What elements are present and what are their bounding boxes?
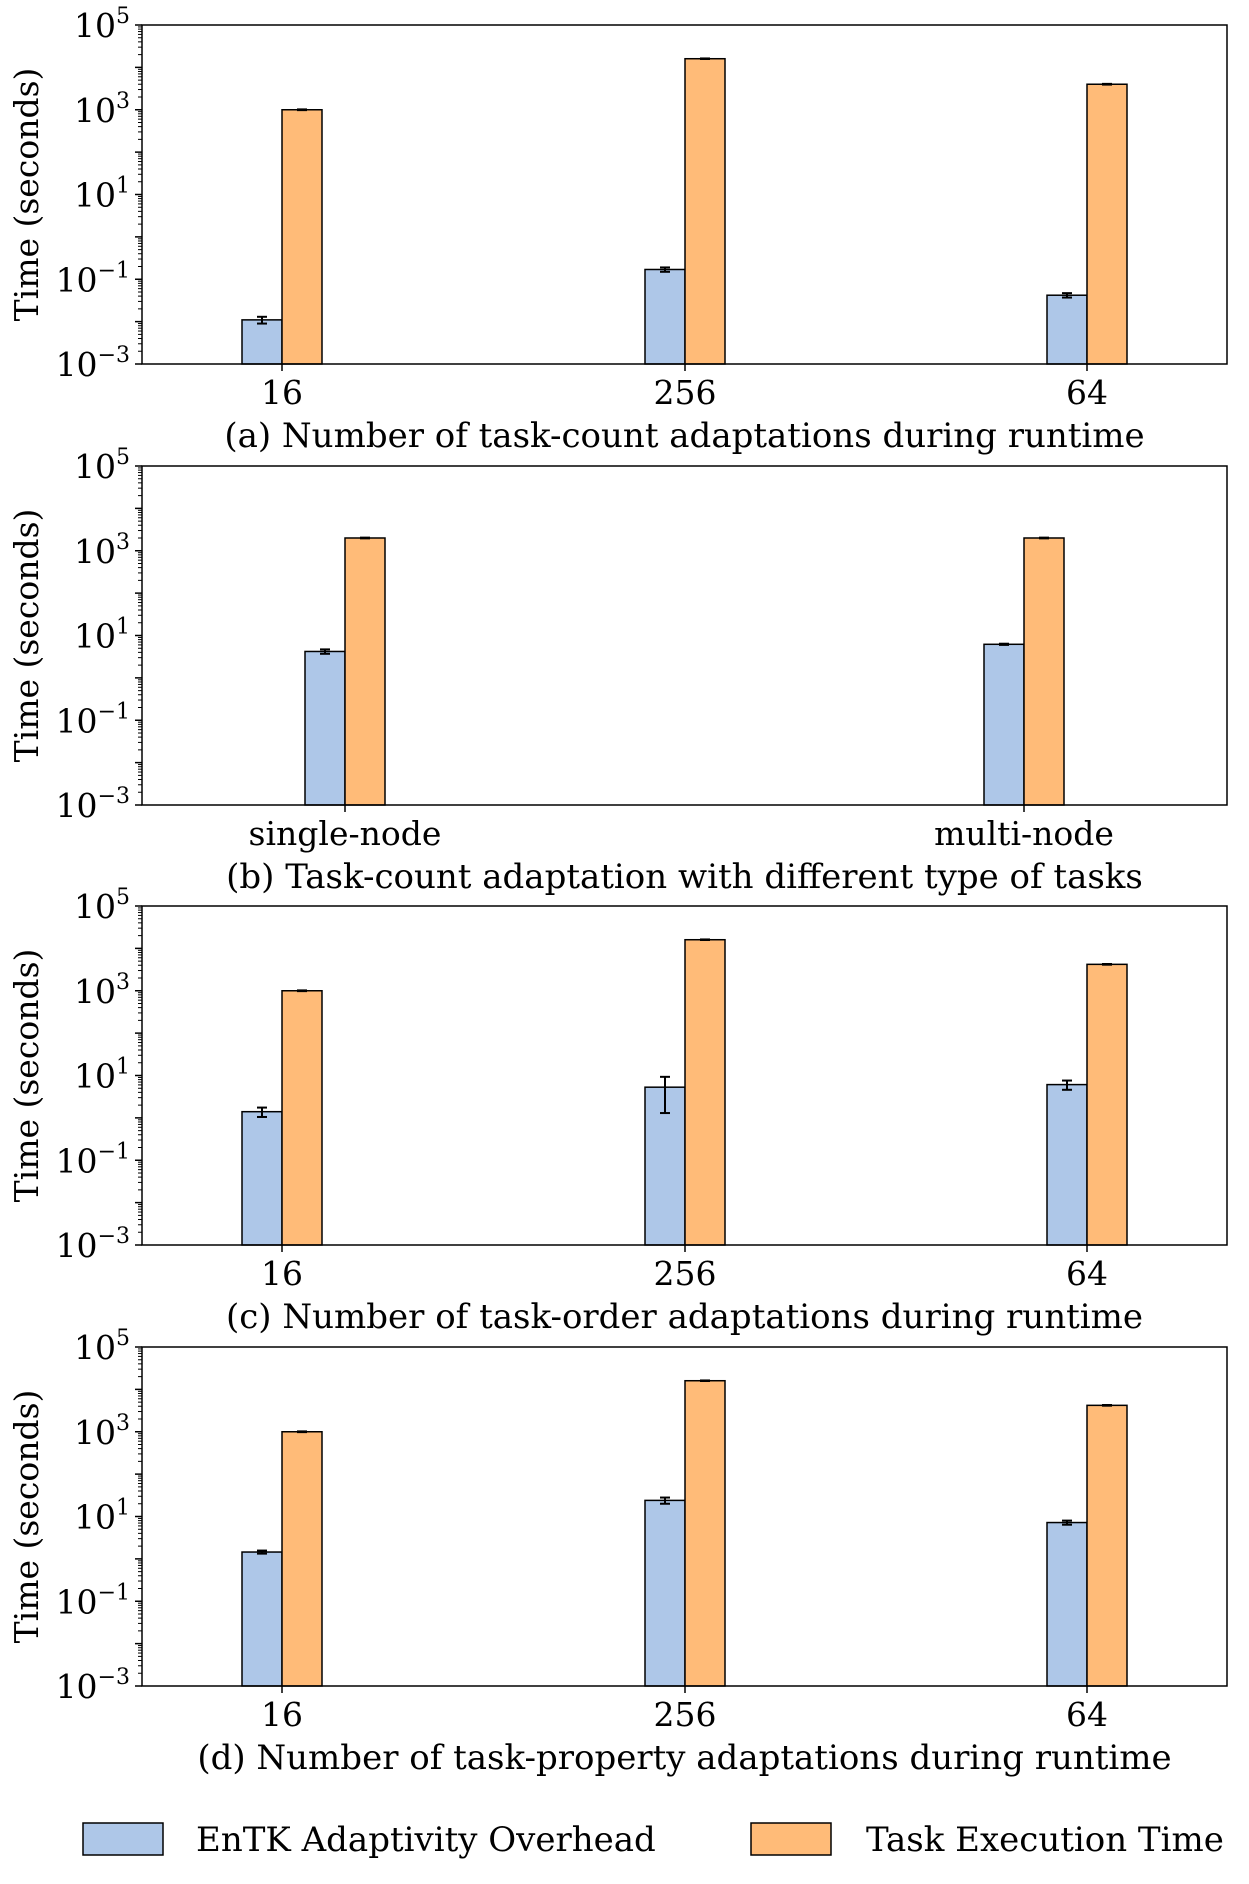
y-tick-label: 105 — [74, 885, 130, 926]
y-tick-label: 10−1 — [56, 1139, 130, 1180]
error-bar — [1102, 962, 1112, 966]
x-tick-label: single-node — [249, 814, 442, 853]
error-bar — [660, 1496, 670, 1505]
bar-overhead — [983, 643, 1025, 806]
error-bar — [1062, 1519, 1072, 1526]
error-bar — [257, 1106, 267, 1118]
bar-overhead — [644, 268, 686, 365]
bar-execution — [684, 57, 726, 365]
error-bar — [320, 648, 330, 655]
y-axis-label: Time (seconds) — [7, 949, 46, 1203]
x-tick-label: 256 — [654, 1695, 717, 1734]
x-tick-label: 16 — [261, 1695, 303, 1734]
legend-label: Task Execution Time — [866, 1820, 1224, 1860]
x-tick-label: 64 — [1066, 1695, 1108, 1734]
y-tick-label: 10−1 — [56, 699, 130, 740]
y-tick-label: 10−3 — [56, 1665, 130, 1706]
x-axis-label: (b) Task-count adaptation with different… — [226, 857, 1143, 897]
bar-overhead — [304, 650, 346, 806]
x-tick-label: multi-node — [934, 814, 1114, 853]
legend: EnTK Adaptivity Overhead Task Execution T… — [82, 1820, 1224, 1860]
bar-execution — [1086, 963, 1128, 1246]
bar-overhead — [241, 319, 283, 365]
error-bar — [1062, 292, 1072, 299]
x-tick-label: 16 — [261, 1254, 303, 1293]
y-tick-label: 103 — [74, 530, 130, 571]
bar-overhead — [1046, 294, 1088, 365]
y-tick-label: 103 — [74, 970, 130, 1011]
bar-overhead — [241, 1110, 283, 1246]
y-tick-label: 105 — [74, 1326, 130, 1367]
bar-execution — [1086, 1404, 1128, 1687]
error-bar — [660, 1075, 670, 1115]
error-bar — [660, 266, 670, 273]
y-tick-label: 103 — [74, 1411, 130, 1452]
error-bar — [1062, 1079, 1072, 1091]
error-bar — [257, 1549, 267, 1555]
y-tick-label: 10−3 — [56, 343, 130, 384]
legend-entry: Task Execution Time — [750, 1820, 1224, 1860]
bar-execution — [281, 1431, 323, 1687]
bar-execution — [1086, 83, 1128, 365]
y-tick-label: 10−1 — [56, 1580, 130, 1621]
bar-overhead — [1046, 1521, 1088, 1687]
error-bar — [1102, 82, 1112, 86]
error-bar — [1102, 1403, 1112, 1407]
y-tick-label: 105 — [74, 4, 130, 45]
y-axis-label: Time (seconds) — [7, 1390, 46, 1644]
chart-panel: 16 256 64 10−3 10−1 101 103 105 Time (seconds) (d… — [7, 1326, 1228, 1778]
error-bar — [297, 989, 307, 993]
bar-execution — [684, 938, 726, 1246]
error-bar — [700, 1379, 710, 1383]
y-tick-label: 105 — [74, 445, 130, 486]
x-tick-label: 256 — [654, 373, 717, 412]
error-bar — [257, 315, 267, 325]
chart-panel: single-node multi-node 10−3 10−1 101 103 105 Ti… — [7, 445, 1228, 897]
bar-execution — [684, 1379, 726, 1687]
x-tick-label: 256 — [654, 1254, 717, 1293]
x-axis-label: (a) Number of task-count adaptations dur… — [224, 416, 1144, 456]
x-axis-label: (c) Number of task-order adaptations dur… — [226, 1297, 1143, 1337]
chart-panel: 16 256 64 10−3 10−1 101 103 105 Time (seconds) (a… — [7, 4, 1228, 456]
error-bar — [360, 536, 370, 540]
bar-execution — [1023, 537, 1065, 806]
error-bar — [1039, 536, 1049, 540]
error-bar — [700, 57, 710, 61]
legend-swatch — [750, 1822, 832, 1856]
x-tick-label: 64 — [1066, 373, 1108, 412]
x-tick-label: 16 — [261, 373, 303, 412]
error-bar — [999, 642, 1009, 646]
x-axis-label: (d) Number of task-property adaptations … — [197, 1738, 1171, 1778]
bar-execution — [281, 109, 323, 365]
y-axis-label: Time (seconds) — [7, 509, 46, 763]
y-tick-label: 101 — [74, 174, 130, 215]
y-tick-label: 10−3 — [56, 1224, 130, 1265]
error-bar — [297, 1430, 307, 1434]
legend-entry: EnTK Adaptivity Overhead — [82, 1820, 656, 1860]
bar-execution — [344, 537, 386, 806]
y-axis-label: Time (seconds) — [7, 68, 46, 322]
y-tick-label: 103 — [74, 89, 130, 130]
y-tick-label: 101 — [74, 615, 130, 656]
y-tick-label: 101 — [74, 1496, 130, 1537]
panels: 16 256 64 10−3 10−1 101 103 105 Time (seconds) (a… — [7, 4, 1228, 1778]
error-bar — [297, 108, 307, 112]
legend-label: EnTK Adaptivity Overhead — [196, 1820, 656, 1860]
chart-panel: 16 256 64 10−3 10−1 101 103 105 Time (seconds) (c… — [7, 885, 1228, 1337]
y-tick-label: 10−3 — [56, 784, 130, 825]
legend-swatch — [82, 1822, 164, 1856]
bar-overhead — [1046, 1083, 1088, 1246]
bar-overhead — [241, 1551, 283, 1687]
bar-overhead — [644, 1499, 686, 1687]
y-tick-label: 10−1 — [56, 258, 130, 299]
bar-execution — [281, 990, 323, 1246]
error-bar — [700, 938, 710, 942]
x-tick-label: 64 — [1066, 1254, 1108, 1293]
y-tick-label: 101 — [74, 1055, 130, 1096]
